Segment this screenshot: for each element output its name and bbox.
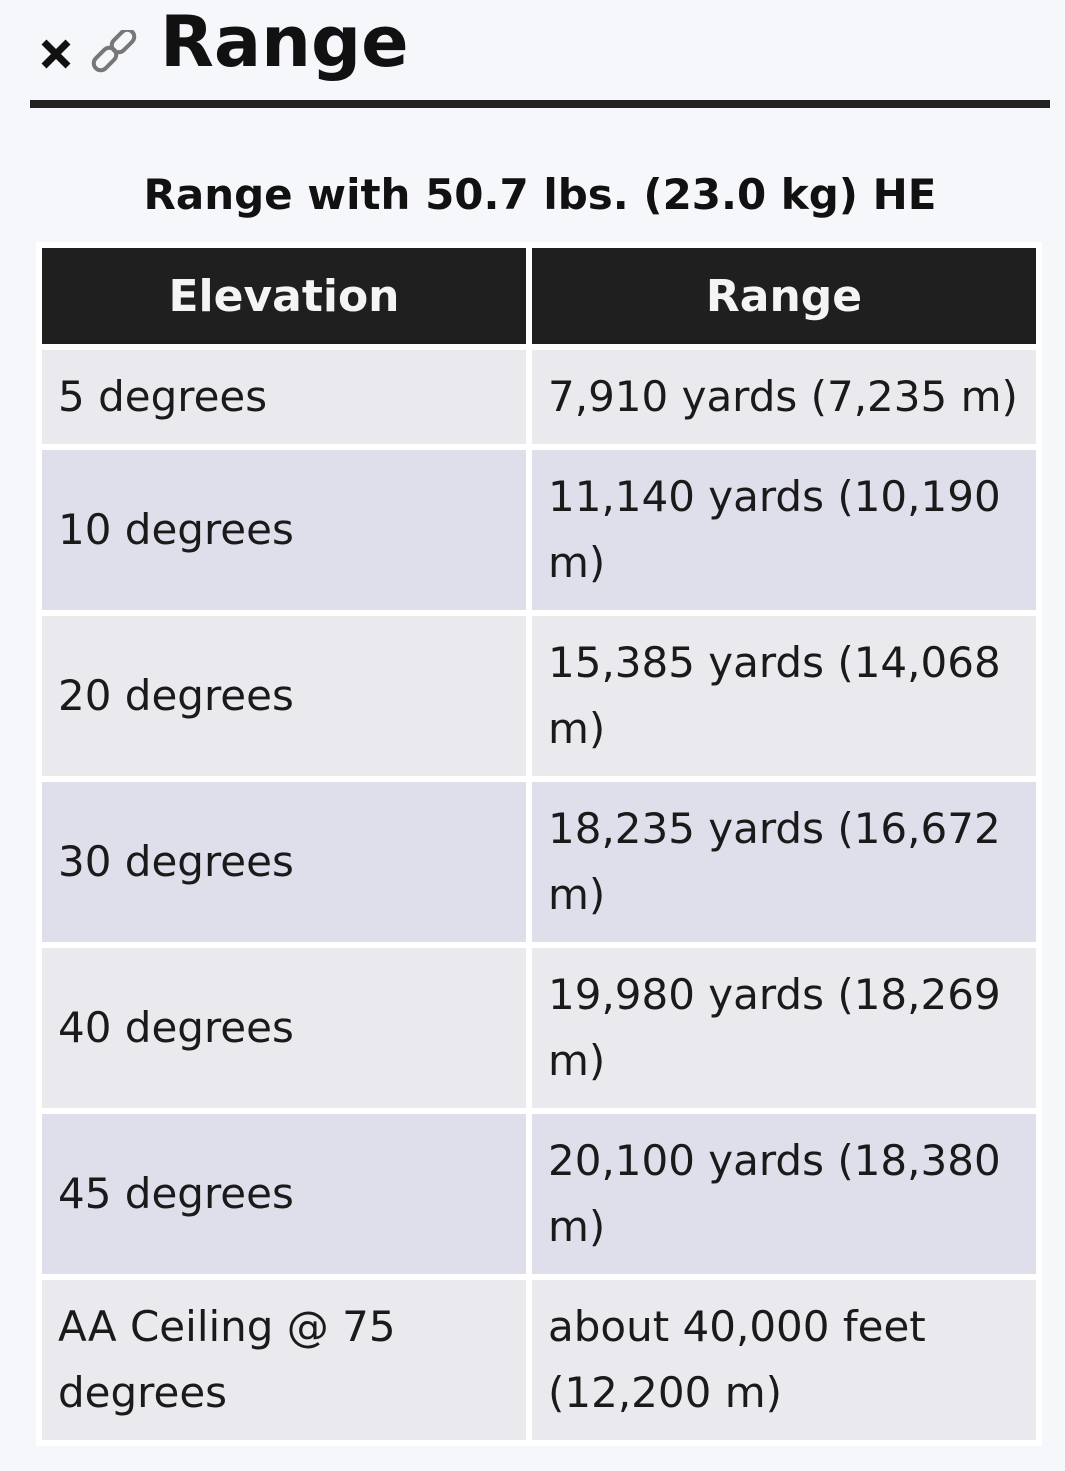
range-cell: 18,235 yards (16,672 m) (532, 782, 1036, 942)
elevation-cell: 40 degrees (42, 948, 526, 1108)
header-row: Elevation Range (42, 248, 1036, 344)
elevation-cell: 5 degrees (42, 350, 526, 444)
table-caption: Range with 50.7 lbs. (23.0 kg) HE (143, 170, 937, 219)
range-cell: 11,140 yards (10,190 m) (532, 450, 1036, 610)
link-icon[interactable] (91, 30, 137, 73)
elevation-cell: AA Ceiling @ 75 degrees (42, 1280, 526, 1440)
table-row: 40 degrees 19,980 yards (18,269 m) (42, 948, 1036, 1108)
table-row: AA Ceiling @ 75 degrees about 40,000 feet… (42, 1280, 1036, 1440)
header-icons (41, 30, 137, 73)
elevation-cell: 45 degrees (42, 1114, 526, 1274)
range-cell: 19,980 yards (18,269 m) (532, 948, 1036, 1108)
elevation-cell: 20 degrees (42, 616, 526, 776)
section-header: Range (30, 0, 1050, 108)
range-cell: 20,100 yards (18,380 m) (532, 1114, 1036, 1274)
table-row: 10 degrees 11,140 yards (10,190 m) (42, 450, 1036, 610)
range-table: Elevation Range 5 degrees 7,910 yards (7,… (36, 242, 1042, 1446)
table-row: 45 degrees 20,100 yards (18,380 m) (42, 1114, 1036, 1274)
range-cell: about 40,000 feet (12,200 m) (532, 1280, 1036, 1440)
section-title: Range (160, 1, 409, 83)
range-cell: 15,385 yards (14,068 m) (532, 616, 1036, 776)
table-row: 5 degrees 7,910 yards (7,235 m) (42, 350, 1036, 444)
table-row: 20 degrees 15,385 yards (14,068 m) (42, 616, 1036, 776)
table-body: 5 degrees 7,910 yards (7,235 m) 10 degrees… (42, 350, 1036, 1440)
column-header: Range (532, 248, 1036, 344)
column-header: Elevation (42, 248, 526, 344)
table-row: 30 degrees 18,235 yards (16,672 m) (42, 782, 1036, 942)
close-icon[interactable] (41, 39, 71, 69)
elevation-cell: 10 degrees (42, 450, 526, 610)
elevation-cell: 30 degrees (42, 782, 526, 942)
range-cell: 7,910 yards (7,235 m) (532, 350, 1036, 444)
